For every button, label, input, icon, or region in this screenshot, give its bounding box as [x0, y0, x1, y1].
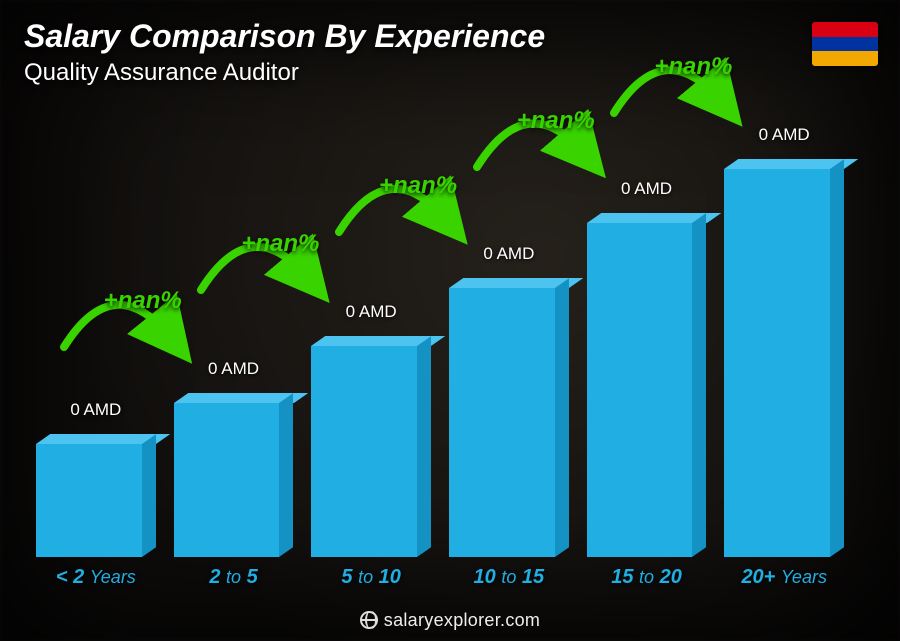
- bar: [311, 336, 431, 557]
- bar: [587, 213, 707, 557]
- title-main: Salary Comparison By Experience: [24, 18, 545, 55]
- flag-stripe-1: [812, 22, 878, 37]
- bar-slot: 0 AMD+nan%: [174, 393, 294, 557]
- value-label: 0 AMD: [174, 359, 294, 379]
- flag-stripe-2: [812, 37, 878, 52]
- bar-side: [142, 434, 156, 557]
- x-axis-label: 15 to 20: [587, 566, 707, 589]
- x-axis-label: < 2 Years: [36, 566, 156, 589]
- percent-increase-label: +nan%: [379, 172, 457, 200]
- bar-slot: 0 AMD+nan%: [724, 159, 844, 557]
- percent-increase-label: +nan%: [517, 107, 595, 135]
- value-label: 0 AMD: [311, 302, 431, 322]
- bar-slot: 0 AMD+nan%: [311, 336, 431, 557]
- bar-chart: 0 AMD0 AMD+nan%0 AMD+nan%0 AMD+nan%0 AMD…: [30, 115, 850, 585]
- bar-front: [174, 403, 280, 557]
- bar: [724, 159, 844, 557]
- bar-front: [36, 444, 142, 557]
- bar-side: [830, 159, 844, 557]
- bar: [36, 434, 156, 557]
- value-label: 0 AMD: [449, 244, 569, 264]
- value-label: 0 AMD: [724, 125, 844, 145]
- bar-front: [724, 169, 830, 557]
- title-sub: Quality Assurance Auditor: [24, 59, 545, 87]
- x-axis-label: 10 to 15: [449, 566, 569, 589]
- bar-side: [555, 278, 569, 557]
- value-label: 0 AMD: [36, 400, 156, 420]
- bar-front: [449, 288, 555, 557]
- bar-slot: 0 AMD: [36, 434, 156, 557]
- percent-increase-label: +nan%: [241, 230, 319, 258]
- bar-front: [311, 346, 417, 557]
- bar-front: [587, 223, 693, 557]
- x-axis-label: 2 to 5: [174, 566, 294, 589]
- bar-slot: 0 AMD+nan%: [587, 213, 707, 557]
- footer-text: salaryexplorer.com: [384, 610, 540, 630]
- globe-icon: [360, 611, 378, 629]
- flag-stripe-3: [812, 51, 878, 66]
- value-label: 0 AMD: [587, 179, 707, 199]
- bar: [174, 393, 294, 557]
- percent-increase-label: +nan%: [654, 53, 732, 81]
- x-axis-label: 20+ Years: [724, 566, 844, 589]
- country-flag: [812, 22, 878, 66]
- footer: salaryexplorer.com: [0, 610, 900, 631]
- x-axis-label: 5 to 10: [311, 566, 431, 589]
- bar-side: [417, 336, 431, 557]
- title-block: Salary Comparison By Experience Quality …: [24, 18, 545, 87]
- x-axis-labels: < 2 Years 2 to 5 5 to 10 10 to 15 15 to 20 20…: [30, 566, 850, 589]
- bar: [449, 278, 569, 557]
- bar-side: [692, 213, 706, 557]
- bar-slot: 0 AMD+nan%: [449, 278, 569, 557]
- percent-increase-label: +nan%: [104, 287, 182, 315]
- bar-side: [279, 393, 293, 557]
- bar-container: 0 AMD0 AMD+nan%0 AMD+nan%0 AMD+nan%0 AMD…: [30, 115, 850, 557]
